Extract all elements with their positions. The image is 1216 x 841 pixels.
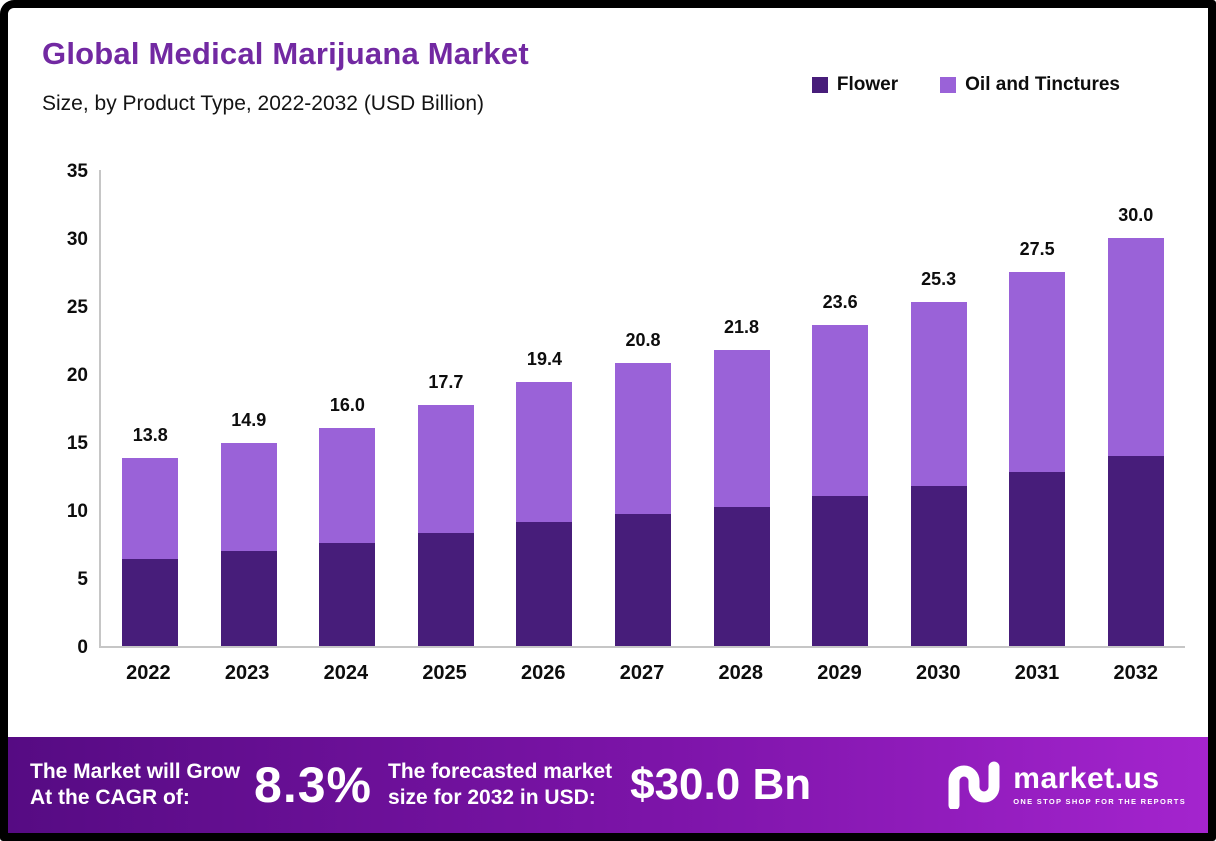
- bar-total-label: 20.8: [625, 330, 661, 351]
- bar-total-label: 17.7: [428, 372, 464, 393]
- bar-total-label: 23.6: [822, 292, 858, 313]
- bar-group: 30.0: [1086, 170, 1185, 646]
- bar-segment-flower: [220, 550, 277, 646]
- bar-group: 16.0: [298, 170, 397, 646]
- bar-segment-flower: [417, 533, 474, 646]
- bar-segment-flower: [812, 496, 869, 646]
- brand-tagline: ONE STOP SHOP FOR THE REPORTS: [1013, 797, 1186, 807]
- x-axis-label: 2023: [224, 662, 270, 684]
- bar-segment-flower: [122, 558, 179, 646]
- bar-segment-flower: [910, 485, 967, 646]
- y-axis-label: 35: [66, 161, 88, 182]
- forecast-label: The forecasted market size for 2032 in U…: [388, 759, 613, 809]
- legend-item-flower: Flower: [811, 74, 899, 96]
- legend-label-flower: Flower: [836, 74, 899, 95]
- y-axis-label: 25: [66, 297, 88, 318]
- bar-total-label: 21.8: [724, 316, 760, 337]
- brand-lockup: market.us ONE STOP SHOP FOR THE REPORTS: [947, 761, 1186, 809]
- bar-segment-oil-and-tinctures: [910, 301, 967, 486]
- bar-segment-flower: [615, 514, 671, 646]
- bar-total-label: 27.5: [1019, 239, 1055, 259]
- bar-segment-flower: [516, 522, 573, 646]
- page-subtitle: Size, by Product Type, 2022-2032 (USD Bi…: [42, 92, 485, 115]
- bar-segment-flower: [713, 507, 770, 646]
- y-axis-label: 15: [66, 433, 88, 454]
- plot-area: 13.8 14.9 16.0 17.7 19.4 20.8 21.8 23.6 25.3 27.5…: [99, 170, 1185, 648]
- footer-banner: The Market will Grow At the CAGR of: 8.3…: [8, 737, 1208, 833]
- cagr-value: 8.3%: [254, 757, 373, 813]
- x-axis-label: 2029: [817, 662, 862, 684]
- bar-group: 19.4: [495, 170, 594, 646]
- bar-segment-oil-and-tinctures: [220, 443, 277, 551]
- bar-segment-oil-and-tinctures: [122, 458, 179, 559]
- bar-group: 13.8: [101, 170, 200, 646]
- x-axis-label: 2024: [323, 662, 369, 684]
- y-axis-label: 5: [77, 569, 88, 590]
- x-axis: 2022 2023 2024 2025 2026 2027 2028 2029 2030 2031…: [99, 662, 1185, 685]
- bar-group: 25.3: [889, 170, 988, 646]
- bar-segment-flower: [319, 542, 376, 646]
- bar-total-label: 13.8: [132, 425, 168, 446]
- legend-label-oil-and-tinctures: Oil and Tinctures: [965, 74, 1120, 95]
- market-us-logo-icon: [948, 761, 1000, 809]
- bar-segment-oil-and-tinctures: [319, 428, 376, 543]
- x-axis-label: 2027: [619, 662, 665, 684]
- bar-segment-oil-and-tinctures: [812, 325, 869, 497]
- bar-segment-oil-and-tinctures: [1009, 272, 1066, 472]
- legend-swatch-oil-and-tinctures: [940, 77, 957, 93]
- y-axis-label: 10: [66, 501, 88, 522]
- bar-total-label: 25.3: [921, 268, 957, 289]
- x-axis-label: 2026: [521, 662, 566, 684]
- y-axis-label: 0: [77, 637, 88, 658]
- bar-segment-flower: [1107, 455, 1164, 646]
- forecast-value: $30.0 Bn: [630, 760, 812, 809]
- cagr-label: The Market will Grow At the CAGR of:: [30, 759, 241, 809]
- bar-group: 14.9: [200, 170, 299, 646]
- x-axis-label: 2032: [1113, 662, 1158, 684]
- bar-segment-oil-and-tinctures: [417, 405, 474, 534]
- bar-group: 23.6: [791, 170, 890, 646]
- bar-segment-flower: [1009, 471, 1066, 646]
- bar-group: 17.7: [397, 170, 496, 646]
- brand-name: market.us: [1013, 762, 1160, 796]
- y-axis-label: 20: [66, 365, 88, 386]
- bar-group: 20.8: [594, 170, 693, 646]
- legend-swatch-flower: [811, 77, 828, 93]
- legend: Flower Oil and Tinctures: [811, 74, 1120, 96]
- bar-segment-oil-and-tinctures: [713, 349, 770, 508]
- page-title: Global Medical Marijuana Market: [42, 36, 529, 71]
- y-axis: 0 5 10 15 20 25 30 35: [30, 161, 88, 658]
- brand-text: market.us ONE STOP SHOP FOR THE REPORTS: [1013, 764, 1186, 806]
- x-axis-label: 2030: [915, 662, 961, 684]
- bar-segment-oil-and-tinctures: [516, 382, 573, 523]
- bar-total-label: 16.0: [329, 395, 365, 416]
- bar-total-label: 14.9: [231, 410, 267, 431]
- x-axis-label: 2028: [718, 662, 764, 684]
- bar-total-label: 30.0: [1118, 205, 1154, 225]
- x-axis-label: 2031: [1014, 662, 1060, 684]
- bar-segment-oil-and-tinctures: [615, 363, 671, 515]
- x-axis-label: 2022: [126, 662, 171, 684]
- y-axis-label: 30: [66, 229, 88, 250]
- bar-group: 21.8: [692, 170, 791, 646]
- bar-group: 27.5: [988, 170, 1087, 646]
- x-axis-label: 2025: [422, 662, 467, 684]
- bar-total-label: 19.4: [526, 349, 562, 370]
- legend-item-oil-and-tinctures: Oil and Tinctures: [940, 74, 1120, 96]
- bar-segment-oil-and-tinctures: [1107, 238, 1164, 456]
